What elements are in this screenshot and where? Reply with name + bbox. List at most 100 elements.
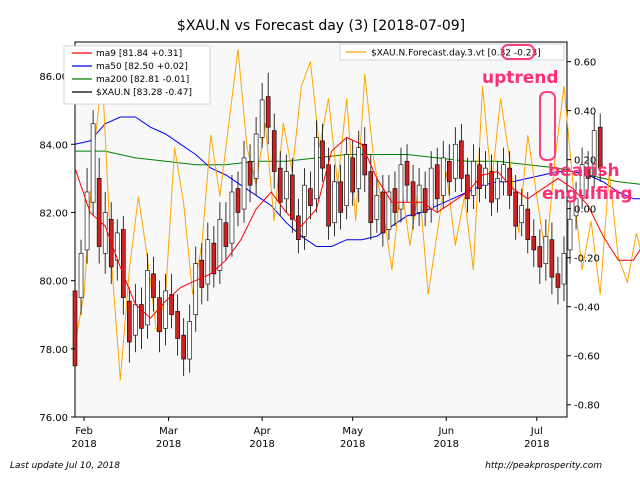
svg-text:$XAU.N.Forecast.day.3.vt [0.32: $XAU.N.Forecast.day.3.vt [0.32 -0.23]: [371, 49, 541, 59]
candle-body: [181, 334, 186, 360]
candle-body: [235, 188, 241, 213]
legend-right: $XAU.N.Forecast.day.3.vt [0.32 -0.23]: [339, 43, 565, 61]
candle-body: [120, 229, 126, 298]
chart-title: $XAU.N vs Forecast day (3) [2018-07-09]: [177, 18, 465, 34]
candle-body: [350, 157, 355, 193]
candle-body: [440, 157, 446, 196]
left-tick-label: 84.00: [39, 140, 68, 151]
left-tick-label: 86.00: [39, 72, 68, 83]
candle-body: [265, 96, 271, 128]
x-tick-label-month: Apr: [253, 426, 271, 437]
annotation-bearish: bearish: [548, 161, 620, 181]
candle-highlight: [539, 91, 556, 161]
candle-body: [398, 164, 404, 210]
candle-body: [579, 164, 585, 196]
right-tick-label: -0.40: [574, 303, 600, 314]
x-tick-label-month: Jul: [530, 426, 543, 437]
candle-body: [72, 290, 78, 367]
candle-body: [362, 143, 368, 176]
candle-body: [241, 157, 247, 210]
candle-body: [84, 191, 90, 251]
candle-body: [386, 191, 392, 230]
candle-body: [223, 222, 229, 247]
candle-body: [525, 208, 531, 241]
candle-body: [573, 198, 579, 217]
candle-body: [501, 164, 506, 183]
legend-forecast-change: -0.23: [514, 49, 537, 59]
annotation-engulfing: engulfing: [542, 184, 633, 204]
candle-body: [380, 191, 386, 234]
left-tick-label: 80.00: [39, 277, 68, 288]
x-tick-label-month: Feb: [75, 426, 93, 437]
candle-body: [549, 239, 555, 278]
left-tick-label: 76.00: [39, 413, 68, 424]
candle-body: [344, 154, 349, 206]
candle-body: [356, 147, 362, 189]
value-highlight: [501, 44, 535, 60]
ma50-line: [74, 116, 640, 247]
right-tick-label: 0.00: [574, 205, 596, 216]
candle-body: [127, 300, 132, 343]
candle-body: [374, 195, 380, 220]
ma9-line: [74, 136, 640, 319]
x-tick-label-month: May: [342, 426, 363, 437]
candle-body: [175, 311, 180, 339]
candle-body: [253, 133, 259, 179]
candle-body: [410, 181, 416, 217]
candle-body: [555, 273, 561, 288]
candle-body: [471, 161, 476, 196]
forecast-line: [74, 49, 640, 381]
series-layer: [72, 49, 640, 397]
legend-ma9: ma9 [81.84 +0.31]: [96, 49, 182, 59]
footer-last-update: Last update Jul 10, 2018: [10, 461, 120, 471]
candle-body: [422, 188, 428, 213]
left-tick-label: 78.00: [39, 345, 68, 356]
candle-body: [459, 140, 464, 179]
candle-body: [585, 167, 591, 179]
candle-body: [446, 161, 452, 183]
candle-body: [392, 188, 398, 213]
candle-body: [543, 236, 549, 264]
legend-forecast-value: 0.32: [491, 49, 511, 59]
candle-body: [90, 123, 96, 203]
candle-body: [78, 253, 84, 298]
candle-body: [96, 178, 102, 247]
candle-body: [229, 191, 235, 244]
candle-body: [259, 99, 265, 138]
candle-body: [513, 191, 518, 227]
candle-body: [102, 212, 108, 254]
right-tick-label: -0.20: [574, 254, 600, 265]
candle-body: [271, 130, 277, 172]
candle-body: [163, 290, 168, 329]
candle-body: [151, 273, 156, 298]
candle-body: [277, 167, 283, 203]
candle-body: [326, 164, 331, 227]
annotation-uptrend: uptrend: [482, 68, 559, 88]
footer-source-link[interactable]: http://peakprosperity.com: [485, 461, 602, 471]
candle-body: [465, 174, 470, 200]
x-tick-label-year: 2018: [71, 439, 96, 450]
x-tick-label-month: Jun: [437, 426, 454, 437]
candle-body: [187, 321, 192, 360]
candle-body: [483, 167, 488, 186]
legend-forecast: $XAU.N.Forecast.day.3.vt: [371, 49, 485, 59]
legend-xau: $XAU.N [83.28 -0.47]: [96, 88, 192, 98]
candle-body: [561, 253, 567, 285]
candle-body: [205, 239, 211, 285]
right-tick-label: 0.20: [574, 156, 596, 167]
left-tick-label: 82.00: [39, 208, 68, 219]
legend-ma50: ma50 [82.50 +0.02]: [96, 62, 188, 72]
candle-body: [169, 293, 174, 316]
right-tick-label: -0.60: [574, 352, 600, 363]
plot-area: [74, 41, 568, 418]
candle-body: [416, 184, 422, 213]
candle-body: [157, 297, 162, 333]
candle-body: [296, 215, 301, 241]
candle-body: [591, 130, 597, 176]
candle-body: [290, 174, 295, 220]
candle-body: [404, 161, 410, 186]
candle-body: [217, 218, 223, 271]
axes-layer: 76.00 78.00 80.00 82.00 84.00 86.00 -0.80 -0.60…: [39, 58, 600, 450]
x-tick-label-year: 2018: [524, 439, 549, 450]
x-tick-label-year: 2018: [156, 439, 181, 450]
